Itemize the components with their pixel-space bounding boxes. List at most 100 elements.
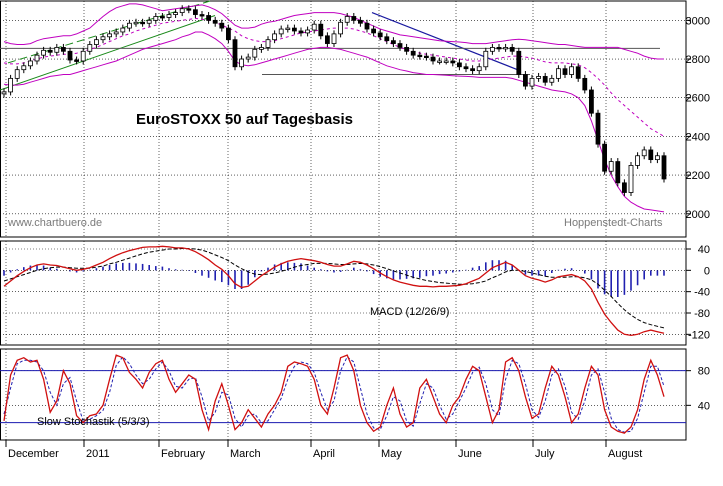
chart-title: EuroSTOXX 50 auf Tagesbasis xyxy=(136,111,353,128)
candle-body xyxy=(608,161,614,172)
candle-body xyxy=(239,58,245,68)
candle-body xyxy=(331,33,337,44)
y-tick-label: -80 xyxy=(694,308,710,320)
watermark-left: www.chartbuero.de xyxy=(7,217,102,229)
moving-average-line xyxy=(3,17,665,137)
candle-body xyxy=(258,47,264,50)
candle-body xyxy=(305,29,311,34)
candle-body xyxy=(232,39,238,68)
candle-body xyxy=(496,47,502,50)
y-tick-label: 40 xyxy=(698,244,710,256)
candle-body xyxy=(67,50,73,61)
candle-body xyxy=(21,65,27,71)
series-layer xyxy=(0,0,686,434)
candle-body xyxy=(140,21,146,25)
candle-body xyxy=(661,155,667,180)
candle-body xyxy=(61,47,66,52)
y-tick-label: 3000 xyxy=(686,15,710,27)
candle-body xyxy=(628,165,634,193)
candle-body xyxy=(272,33,278,41)
candle-body xyxy=(54,47,60,53)
y-tick-label: 2000 xyxy=(686,209,710,221)
y-tick-label: 2400 xyxy=(686,131,710,143)
candle-body xyxy=(357,19,363,24)
candle-body xyxy=(127,22,132,29)
month-label: March xyxy=(230,448,261,460)
candle-body xyxy=(100,36,106,41)
candle-body xyxy=(245,56,251,60)
candle-body xyxy=(456,62,462,68)
candle-body xyxy=(417,54,423,58)
candle-body xyxy=(655,155,660,161)
candle-body xyxy=(648,149,654,161)
candle-body xyxy=(476,66,482,72)
candle-body xyxy=(252,48,258,58)
candle-body xyxy=(542,76,548,83)
candle-body xyxy=(311,23,317,31)
candle-body xyxy=(641,149,647,157)
candle-body xyxy=(206,15,212,21)
candle-body xyxy=(410,50,416,56)
candle-body xyxy=(602,143,607,172)
bollinger-lower-line xyxy=(3,31,665,213)
panel-frame xyxy=(0,348,687,441)
y-tick-label: 0 xyxy=(704,265,710,277)
candle-body xyxy=(225,27,231,41)
candle-body xyxy=(120,27,126,33)
grid-layer xyxy=(0,1,686,440)
month-label: May xyxy=(381,448,402,460)
candle-body xyxy=(14,69,20,79)
candle-body xyxy=(371,28,377,34)
macd-label: MACD (12/26/9) xyxy=(370,306,449,318)
candle-body xyxy=(523,74,528,87)
candle-body xyxy=(384,36,390,42)
candle-body xyxy=(212,19,218,24)
axis-layer: December 2011 February March April May June Jul… xyxy=(5,15,710,460)
y-tick-label: 2800 xyxy=(686,54,710,66)
candle-body xyxy=(437,60,443,63)
candle-body xyxy=(159,16,165,19)
candle-body xyxy=(536,76,541,79)
candle-body xyxy=(219,22,225,29)
candle-body xyxy=(199,14,205,17)
candle-body xyxy=(80,50,86,62)
candle-body xyxy=(179,8,185,14)
candle-body xyxy=(569,66,574,75)
candle-body xyxy=(173,12,179,15)
y-tick-label: 40 xyxy=(698,400,710,412)
month-label: August xyxy=(608,448,642,460)
trendline-green xyxy=(0,15,216,91)
candle-body xyxy=(503,47,509,50)
month-label: December xyxy=(8,448,59,460)
candle-body xyxy=(338,21,344,35)
candle-body xyxy=(107,33,112,38)
candle-body xyxy=(344,16,350,23)
candle-body xyxy=(562,68,568,75)
candle-body xyxy=(186,8,192,11)
candle-body xyxy=(463,66,469,70)
candle-body xyxy=(635,155,640,166)
y-tick-label: 2600 xyxy=(686,93,710,105)
candle-body xyxy=(622,182,627,193)
panel-frame xyxy=(0,240,687,346)
candle-body xyxy=(1,91,7,95)
candle-body xyxy=(87,44,93,52)
candle-body xyxy=(549,77,555,83)
candle-body xyxy=(298,30,304,34)
candle-body xyxy=(146,19,152,24)
candle-body xyxy=(94,39,99,45)
candle-body xyxy=(575,66,581,79)
candle-body xyxy=(74,59,79,62)
macd-signal-line xyxy=(3,248,665,329)
candle-body xyxy=(423,55,429,59)
candle-body xyxy=(450,60,456,64)
candle-body xyxy=(166,14,172,18)
candle-body xyxy=(390,40,396,44)
month-label: February xyxy=(161,448,206,460)
watermark-right: Hoppenstedt-Charts xyxy=(564,217,663,229)
month-label: June xyxy=(458,448,482,460)
candle-body xyxy=(470,68,476,72)
candle-body xyxy=(351,16,357,21)
candle-body xyxy=(265,39,271,48)
